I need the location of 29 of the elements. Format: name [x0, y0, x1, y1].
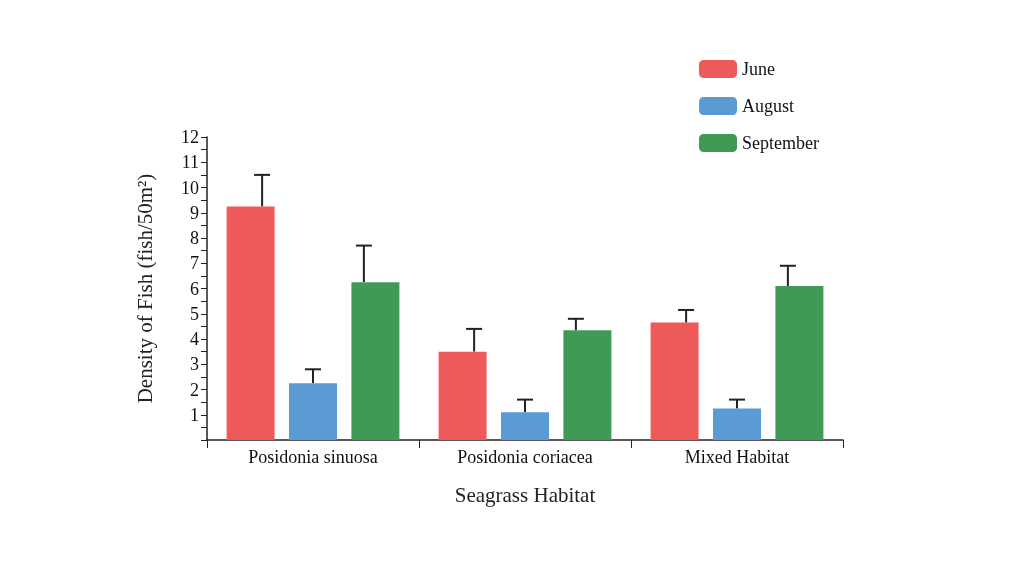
y-tick-label: 9: [190, 202, 199, 223]
bar: [438, 351, 487, 440]
legend-label: August: [742, 96, 795, 116]
y-tick-label: 5: [190, 303, 199, 324]
bar: [501, 412, 549, 440]
bar: [289, 383, 337, 440]
bar: [713, 408, 761, 440]
y-tick-label: 10: [181, 177, 199, 198]
bar: [226, 206, 275, 440]
y-axis-title: Density of Fish (fish/50m²): [132, 173, 157, 404]
bar: [775, 285, 824, 440]
y-tick-label: 8: [190, 228, 199, 248]
y-tick-label: 7: [190, 253, 199, 274]
x-tick-label: Mixed Habitat: [684, 447, 790, 467]
y-tick-label: 11: [181, 152, 199, 173]
x-axis-title: Seagrass Habitat: [454, 482, 596, 507]
legend-label: June: [742, 59, 776, 79]
y-tick-label: 1: [190, 404, 199, 425]
x-tick-label: Posidonia sinuosa: [248, 447, 378, 467]
y-tick-label: 2: [190, 379, 199, 400]
bar: [563, 330, 612, 440]
y-tick-label: 12: [181, 127, 199, 147]
bar: [650, 322, 699, 440]
x-tick-label: Posidonia coriacea: [457, 447, 593, 467]
y-tick-label: 3: [190, 354, 199, 375]
y-tick-label: 6: [190, 278, 199, 299]
bar: [351, 282, 400, 440]
legend-label: September: [742, 133, 820, 153]
y-tick-label: 4: [190, 329, 199, 349]
